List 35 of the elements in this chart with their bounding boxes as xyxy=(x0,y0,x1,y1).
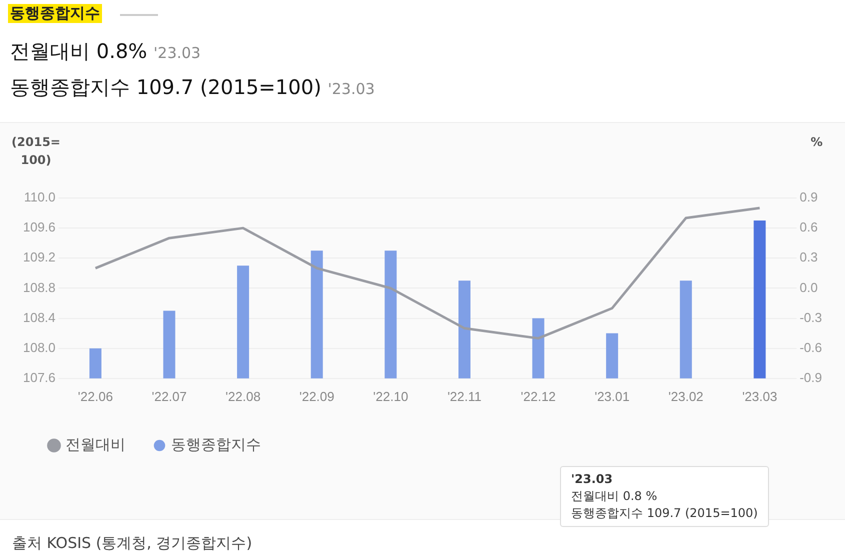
x-tick-label: '22.12 xyxy=(520,388,556,404)
legend-label: 동행종합지수 xyxy=(171,436,261,454)
text: 전월대비 0.8% '23.03 xyxy=(10,38,201,65)
y2-tick-label: -0.3 xyxy=(800,310,822,325)
text: 전월대비 0.8 % xyxy=(571,488,658,505)
y-axis-title: (2015=100) xyxy=(12,135,60,168)
x-tick-label: '22.06 xyxy=(78,388,113,404)
y-tick-label: 107.6 xyxy=(22,370,56,385)
y-tick-label: 109.6 xyxy=(22,220,56,235)
x-tick-label: '22.10 xyxy=(373,388,408,404)
y-tick-label: 108.4 xyxy=(22,310,56,325)
y2-tick-label: 0.0 xyxy=(800,280,818,295)
x-tick-label: '23.02 xyxy=(668,388,704,404)
y2-axis-title: % xyxy=(810,135,823,150)
y2-tick-label: 0.9 xyxy=(800,190,818,205)
y2-tick-label: 0.6 xyxy=(800,220,818,235)
x-tick-label: '22.09 xyxy=(299,388,334,404)
y-tick-label: 108.8 xyxy=(22,280,56,295)
source-note: 출처 KOSIS (통계청, 경기종합지수) xyxy=(12,534,252,553)
x-tick-label: '23.01 xyxy=(594,388,630,404)
text: 동행종합지수 109.7 (2015=100) '23.03 xyxy=(10,74,375,101)
y2-tick-label: 0.3 xyxy=(800,250,818,265)
text: '23.03 xyxy=(571,471,614,488)
y2-tick-label: -0.9 xyxy=(800,370,822,385)
x-tick-label: '23.03 xyxy=(742,388,778,404)
text: 동행종합지수 109.7 (2015=100) xyxy=(571,505,758,522)
x-tick-label: '22.07 xyxy=(152,388,187,404)
y-tick-label: 110.0 xyxy=(24,190,56,205)
y-tick-label: 108.0 xyxy=(22,340,56,355)
chart-title: 동행종합지수 xyxy=(8,4,102,23)
legend-label: 전월대비 xyxy=(66,436,126,454)
x-tick-label: '22.08 xyxy=(226,388,261,404)
x-tick-label: '22.11 xyxy=(447,388,482,404)
y-tick-label: 109.2 xyxy=(22,250,56,265)
y2-tick-label: -0.6 xyxy=(800,340,822,355)
